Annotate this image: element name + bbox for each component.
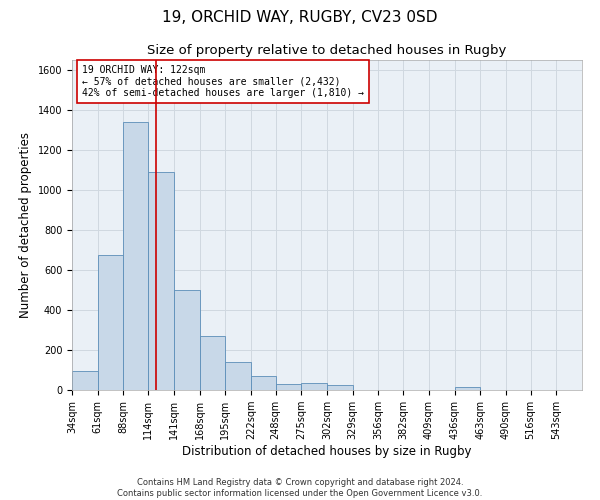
Title: Size of property relative to detached houses in Rugby: Size of property relative to detached ho… bbox=[148, 44, 506, 58]
Bar bbox=[199, 336, 225, 390]
Bar bbox=[124, 122, 148, 390]
X-axis label: Distribution of detached houses by size in Rugby: Distribution of detached houses by size … bbox=[182, 445, 472, 458]
Bar bbox=[455, 387, 480, 390]
Bar bbox=[275, 384, 301, 390]
Text: 19 ORCHID WAY: 122sqm
← 57% of detached houses are smaller (2,432)
42% of semi-d: 19 ORCHID WAY: 122sqm ← 57% of detached … bbox=[82, 65, 364, 98]
Bar bbox=[174, 290, 199, 390]
Bar bbox=[327, 385, 353, 390]
Text: 19, ORCHID WAY, RUGBY, CV23 0SD: 19, ORCHID WAY, RUGBY, CV23 0SD bbox=[162, 10, 438, 25]
Bar bbox=[251, 376, 275, 390]
Text: Contains HM Land Registry data © Crown copyright and database right 2024.
Contai: Contains HM Land Registry data © Crown c… bbox=[118, 478, 482, 498]
Y-axis label: Number of detached properties: Number of detached properties bbox=[19, 132, 32, 318]
Bar bbox=[225, 362, 251, 390]
Bar bbox=[148, 172, 174, 390]
Bar bbox=[98, 255, 124, 390]
Bar bbox=[301, 383, 327, 390]
Bar bbox=[72, 371, 98, 390]
